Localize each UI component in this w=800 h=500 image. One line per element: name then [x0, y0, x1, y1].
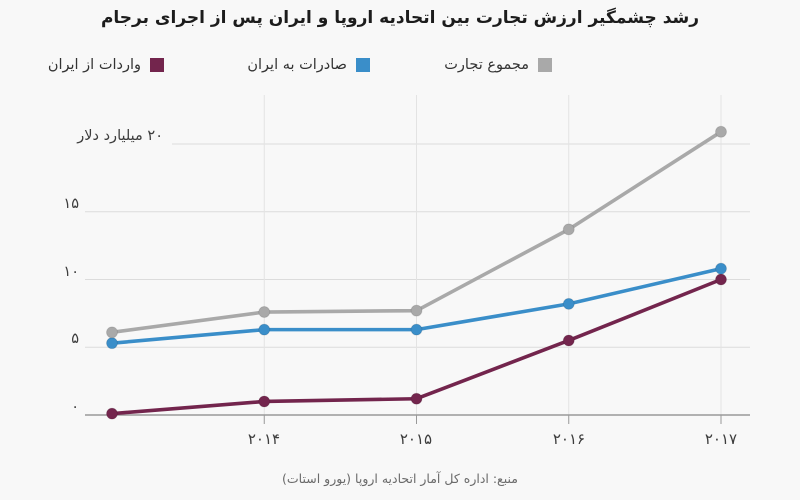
legend-label-exports: صادرات به ایران	[247, 57, 347, 73]
data-point-total-2015	[410, 304, 423, 317]
data-point-total-2014	[258, 306, 271, 319]
data-point-exports-2013	[106, 337, 118, 350]
y-tick-20: ۲۰ میلیارد دلار	[77, 128, 163, 144]
data-point-imports-2016	[562, 334, 575, 347]
legend-swatch-exports-icon	[356, 58, 370, 72]
legend: واردات از ایران صادرات به ایران مجموع تج…	[0, 54, 800, 76]
y-tick-15: ۱۵	[63, 196, 79, 212]
data-point-exports-2017	[715, 262, 727, 275]
x-tick-2015: ۲۰۱۵	[399, 430, 433, 448]
legend-item-exports: صادرات به ایران	[247, 54, 370, 76]
data-point-exports-2015	[410, 323, 423, 336]
data-point-total-2013	[106, 326, 118, 339]
series-line-imports	[110, 277, 723, 416]
data-point-imports-2014	[258, 395, 271, 408]
y-tick-0: ۰	[71, 399, 79, 415]
legend-swatch-imports-icon	[150, 58, 164, 72]
legend-swatch-total-icon	[538, 58, 552, 72]
series-line-exports	[110, 266, 723, 345]
data-point-total-2017	[715, 125, 727, 138]
legend-item-total: مجموع تجارت	[444, 54, 552, 76]
data-point-total-2016	[562, 223, 575, 236]
x-tick-2016: ۲۰۱۶	[552, 430, 586, 448]
data-point-imports-2015	[410, 392, 423, 405]
source-note: منبع: اداره کل آمار اتحادیه اروپا (یورو …	[282, 471, 518, 486]
y-tick-5: ۵	[71, 331, 79, 347]
series-line-total	[110, 130, 723, 335]
legend-label-imports: واردات از ایران	[47, 57, 141, 73]
data-point-exports-2016	[562, 297, 575, 310]
y-tick-10: ۱۰	[63, 264, 79, 280]
chart-title: رشد چشمگیر ارزش تجارت بین اتحادیه اروپا …	[100, 8, 700, 28]
legend-item-imports: واردات از ایران	[48, 54, 164, 76]
x-tick-2014: ۲۰۱۴	[247, 430, 281, 448]
data-point-imports-2013	[106, 407, 118, 420]
x-tick-2017: ۲۰۱۷	[704, 430, 738, 448]
data-point-exports-2014	[258, 323, 271, 336]
legend-label-total: مجموع تجارت	[444, 57, 529, 73]
data-point-imports-2017	[715, 273, 727, 286]
